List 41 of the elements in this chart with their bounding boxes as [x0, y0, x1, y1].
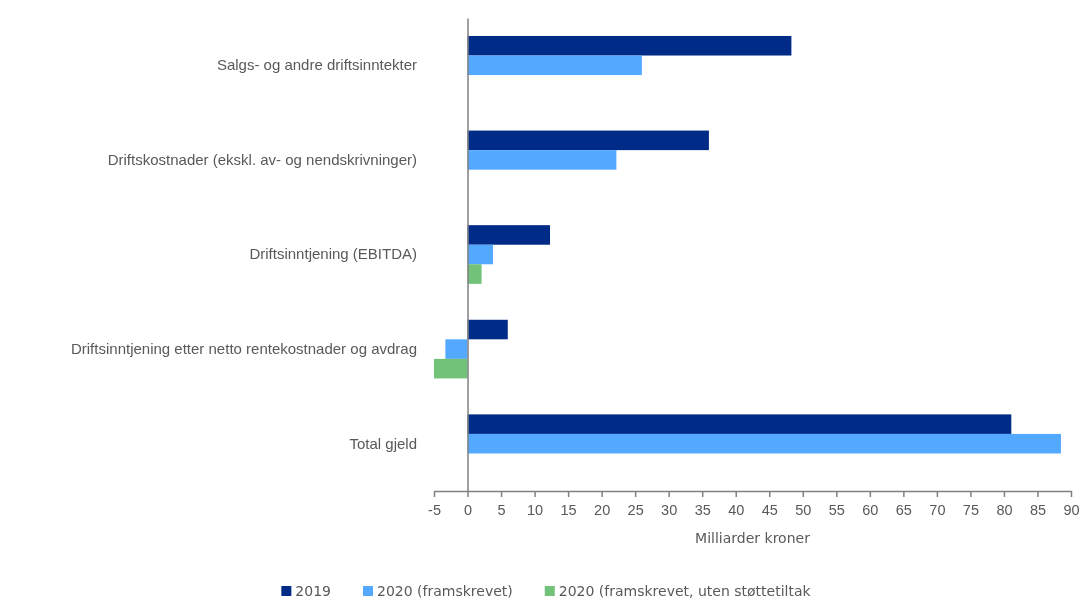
x-tick-label: 80: [996, 501, 1013, 518]
x-tick-label: 55: [828, 501, 845, 518]
x-tick-label: 20: [594, 501, 611, 518]
bar: [467, 244, 494, 265]
x-tick-label: 25: [627, 501, 644, 518]
bar: [467, 225, 550, 245]
x-tick-label: 90: [1063, 501, 1080, 518]
bar: [445, 339, 468, 359]
x-tick-label: 85: [1029, 501, 1047, 518]
legend-label: 2020 (framskrevet, uten støttetiltak: [558, 583, 812, 599]
x-tick-label: 45: [761, 501, 778, 518]
y-tick-label: Driftskostnader (ekskl. av- og nendskrivninger): [107, 150, 417, 168]
x-tick-label: 15: [560, 501, 577, 518]
y-tick-label: Driftsinntjening etter netto rentekostnader og avdrag: [70, 339, 417, 357]
bar: [467, 264, 482, 284]
bar: [467, 150, 617, 170]
bar: [467, 319, 508, 340]
x-tick-label: 10: [527, 501, 544, 518]
x-tick-label: 70: [929, 501, 946, 518]
x-tick-label: 35: [694, 501, 711, 518]
bar: [467, 414, 1012, 434]
legend-label: 2020 (framskrevet): [376, 583, 513, 599]
x-tick-label: 75: [962, 501, 979, 518]
y-tick-label: Total gjeld: [349, 434, 417, 452]
x-tick-label: 60: [862, 501, 879, 518]
legend-label: 2019: [295, 583, 331, 599]
y-tick-label: Salgs- og andre driftsinntekter: [216, 56, 417, 74]
y-tick-label: Driftsinntjening (EBITDA): [249, 245, 417, 263]
bar: [467, 130, 709, 151]
bar: [467, 55, 642, 76]
x-tick-label: 30: [661, 501, 678, 518]
bar: [467, 433, 1061, 454]
x-tick-label: 50: [795, 501, 812, 518]
x-tick-label: 65: [895, 501, 912, 518]
x-axis-title: Milliarder kroner: [695, 530, 811, 546]
bar: [434, 358, 468, 379]
bar: [467, 35, 792, 56]
x-tick-label: -5: [428, 501, 441, 518]
x-tick-label: 5: [497, 501, 506, 518]
x-tick-label: 40: [728, 501, 745, 518]
x-tick-label: 0: [463, 501, 473, 518]
